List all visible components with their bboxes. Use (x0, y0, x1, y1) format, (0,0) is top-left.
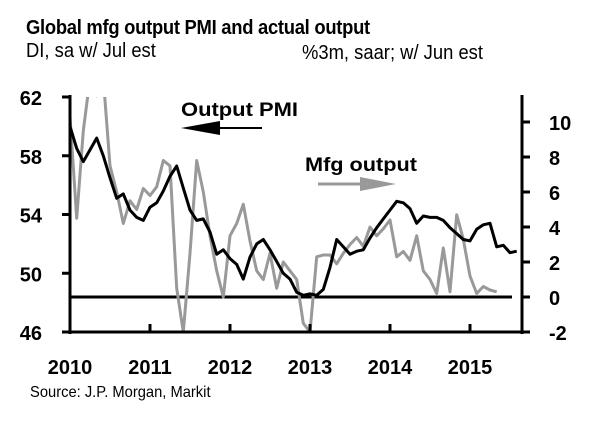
left-tick-label: 54 (20, 206, 43, 228)
arrow-right-icon (360, 177, 396, 191)
right-tick-label: 4 (549, 218, 561, 240)
right-tick-label: -2 (549, 323, 567, 345)
annotations: Output PMI Mfg output (181, 100, 418, 191)
right-tick-label: 6 (549, 183, 560, 205)
right-tick-label: 10 (549, 113, 571, 135)
arrow-left-icon (181, 121, 220, 135)
left-tick-label: 46 (20, 323, 42, 345)
right-tick-label: 0 (549, 288, 560, 310)
axes-layer (62, 95, 530, 334)
left-tick-label: 50 (20, 264, 42, 286)
tick-labels: 62 58 54 50 46 10 8 6 4 2 0 -2 2010 2011 2012 2013 2014 2… (20, 88, 572, 379)
left-tick-label: 62 (20, 88, 42, 110)
x-tick-label: 2012 (208, 357, 253, 379)
right-tick-label: 2 (549, 253, 560, 275)
mfg-output-label: Mfg output (305, 155, 418, 176)
x-tick-label: 2014 (368, 357, 413, 379)
mfg-output-line (70, 97, 498, 334)
right-axis-subtitle: %3m, saar; w/ Jun est (302, 42, 484, 64)
output-pmi-label: Output PMI (181, 100, 298, 121)
series-layer (70, 97, 518, 334)
x-tick-label: 2015 (448, 357, 493, 379)
source-note: Source: J.P. Morgan, Markit (30, 384, 211, 401)
left-tick-label: 58 (20, 147, 42, 169)
left-axis-subtitle: DI, sa w/ Jul est (26, 40, 156, 62)
x-tick-label: 2011 (128, 357, 171, 379)
x-tick-label: 2010 (48, 357, 93, 379)
x-tick-label: 2013 (288, 357, 333, 379)
output-pmi-line (70, 125, 518, 297)
right-tick-label: 8 (549, 148, 560, 170)
chart-title: Global mfg output PMI and actual output (26, 17, 370, 39)
